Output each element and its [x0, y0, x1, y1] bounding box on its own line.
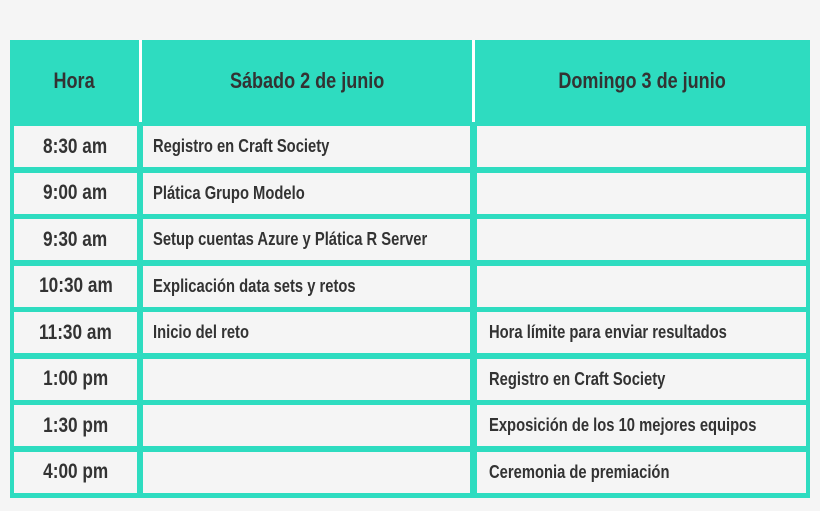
cell-text: 9:00 am: [43, 181, 108, 204]
table-cell-sabado: [143, 451, 470, 493]
cell-text: 1:30 pm: [42, 413, 109, 437]
cell-text: 4:00 pm: [42, 460, 109, 483]
table-cell-hora: 1:30 pm: [14, 405, 137, 446]
table-cell-hora: 8:30 am: [14, 126, 137, 167]
header-label: Sábado 2 de junio: [229, 68, 385, 93]
header-divider: [139, 40, 142, 122]
cell-text: Exposición de los 10 mejores equipos: [489, 415, 757, 435]
table-cell-domingo: Hora límite para enviar resultados: [477, 312, 806, 353]
header-hora: Hora: [10, 40, 139, 122]
cell-text: 9:30 am: [43, 227, 108, 251]
table-cell-sabado: Inicio del reto: [143, 312, 470, 353]
table-cell-domingo: [477, 219, 806, 260]
header-label: Domingo 3 de junio: [558, 68, 727, 93]
cell-text: Registro en Craft Society: [489, 368, 666, 389]
header-domingo: Domingo 3 de junio: [475, 40, 810, 122]
table-cell-hora: 4:00 pm: [14, 451, 137, 493]
table-cell-domingo: [477, 172, 806, 214]
cell-text: Inicio del reto: [153, 322, 249, 342]
table-cell-sabado: Registro en Craft Society: [143, 126, 470, 167]
cell-text: Hora límite para enviar resultados: [489, 322, 727, 342]
header-divider: [472, 40, 475, 122]
cell-text: 8:30 am: [43, 134, 108, 158]
table-cell-domingo: [477, 265, 806, 307]
table-cell-domingo: Exposición de los 10 mejores equipos: [477, 405, 806, 446]
cell-text: 10:30 am: [38, 274, 113, 297]
cell-text: Registro en Craft Society: [153, 136, 330, 156]
schedule-table: Hora Sábado 2 de junio Domingo 3 de juni…: [10, 40, 810, 498]
cell-text: Ceremonia de premiación: [489, 461, 670, 482]
header-sabado: Sábado 2 de junio: [142, 40, 472, 122]
table-cell-hora: 9:00 am: [14, 172, 137, 214]
table-cell-sabado: [143, 405, 470, 446]
table-cell-hora: 9:30 am: [14, 219, 137, 260]
cell-text: 11:30 am: [39, 320, 112, 344]
table-cell-sabado: Explicación data sets y retos: [143, 265, 470, 307]
table-cell-sabado: Plática Grupo Modelo: [143, 172, 470, 214]
table-cell-domingo: Ceremonia de premiación: [477, 451, 806, 493]
table-cell-domingo: [477, 126, 806, 167]
cell-text: 1:00 pm: [42, 367, 109, 390]
table-cell-sabado: [143, 358, 470, 400]
header-label: Hora: [53, 68, 96, 93]
table-cell-hora: 11:30 am: [14, 312, 137, 353]
table-cell-hora: 10:30 am: [14, 265, 137, 307]
cell-text: Plática Grupo Modelo: [153, 182, 305, 203]
table-cell-sabado: Setup cuentas Azure y Plática R Server: [143, 219, 470, 260]
table-cell-hora: 1:00 pm: [14, 358, 137, 400]
table-cell-domingo: Registro en Craft Society: [477, 358, 806, 400]
cell-text: Setup cuentas Azure y Plática R Server: [153, 229, 428, 249]
cell-text: Explicación data sets y retos: [153, 275, 356, 296]
